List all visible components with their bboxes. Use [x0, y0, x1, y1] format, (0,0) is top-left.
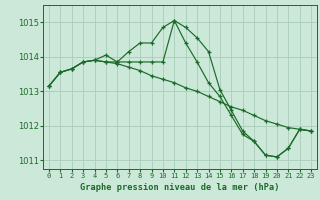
X-axis label: Graphe pression niveau de la mer (hPa): Graphe pression niveau de la mer (hPa): [80, 183, 280, 192]
